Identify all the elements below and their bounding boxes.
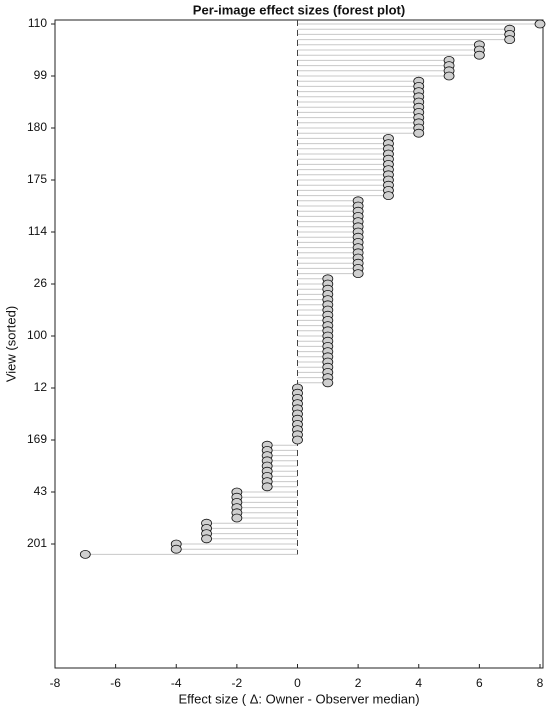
effect-marker [170,544,182,554]
y-tick-label: 114 [28,224,47,238]
x-tick-label: -8 [50,676,61,690]
effect-marker [261,482,273,492]
x-tick-label: -6 [110,676,121,690]
effect-marker [413,128,425,138]
y-tick-label: 201 [27,536,47,550]
y-tick-label: 43 [34,484,48,498]
y-tick-label: 180 [27,120,47,134]
y-tick-label: 26 [34,276,48,290]
y-tick-label: 99 [34,68,48,82]
effect-marker [322,378,334,388]
chart-title: Per-image effect sizes (forest plot) [193,2,405,17]
x-tick-label: 0 [294,676,301,690]
effect-marker [201,534,212,544]
x-tick-label: 4 [415,676,422,690]
x-axis-label: Effect size ( Δ: Owner - Observer median… [178,691,419,706]
effect-marker [383,191,394,201]
effect-marker [504,35,516,44]
x-tick-label: 2 [355,676,362,690]
effect-marker [473,50,485,60]
effect-marker [352,269,364,279]
effect-marker [79,550,91,559]
x-tick-label: 6 [476,676,483,690]
y-tick-label: 175 [27,172,47,186]
y-tick-label: 12 [34,380,48,394]
y-tick-label: 110 [28,16,47,30]
y-tick-label: 169 [27,432,47,446]
effect-marker [443,71,455,81]
effect-marker [231,513,243,523]
x-tick-label: -2 [232,676,243,690]
x-tick-label: 8 [537,676,544,690]
y-axis-label: View (sorted) [3,306,18,382]
y-tick-label: 100 [27,328,47,342]
effect-marker [292,435,303,445]
effect-marker [534,19,546,29]
x-tick-label: -4 [171,676,182,690]
